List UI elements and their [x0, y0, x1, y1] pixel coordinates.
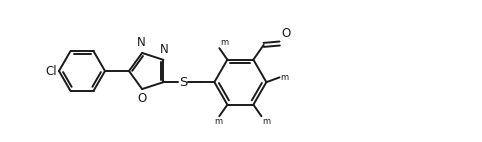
- Text: m: m: [214, 117, 222, 126]
- Text: m: m: [281, 73, 289, 82]
- Text: m: m: [220, 38, 228, 47]
- Text: S: S: [179, 76, 187, 89]
- Text: O: O: [137, 92, 147, 105]
- Text: O: O: [281, 27, 291, 39]
- Text: Cl: Cl: [45, 64, 57, 78]
- Text: N: N: [160, 43, 169, 56]
- Text: N: N: [137, 36, 146, 49]
- Text: m: m: [262, 117, 270, 126]
